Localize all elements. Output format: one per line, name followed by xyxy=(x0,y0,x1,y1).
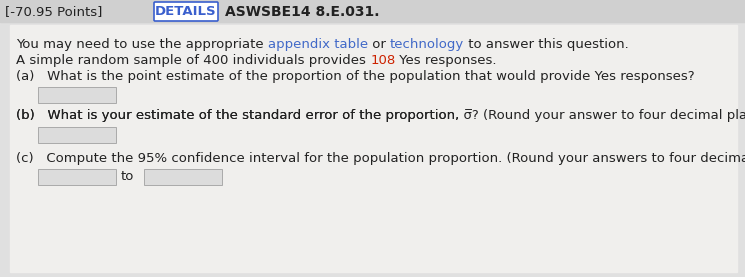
Text: technology: technology xyxy=(390,38,464,51)
Text: to answer this question.: to answer this question. xyxy=(464,38,629,51)
FancyBboxPatch shape xyxy=(154,2,218,21)
FancyBboxPatch shape xyxy=(38,127,116,143)
FancyBboxPatch shape xyxy=(38,87,116,103)
Text: [-70.95 Points]: [-70.95 Points] xyxy=(5,5,102,18)
Text: (c)   Compute the 95% confidence interval for the population proportion. (Round : (c) Compute the 95% confidence interval … xyxy=(16,152,745,165)
Text: appendix table: appendix table xyxy=(268,38,368,51)
Text: to: to xyxy=(121,171,134,183)
Text: or: or xyxy=(368,38,390,51)
Text: A simple random sample of 400 individuals provides: A simple random sample of 400 individual… xyxy=(16,54,370,67)
Bar xyxy=(0,0,745,22)
Text: (b)   What is your estimate of the standard error of the proportion, σ̅? (Round : (b) What is your estimate of the standar… xyxy=(16,109,745,122)
FancyBboxPatch shape xyxy=(38,169,116,185)
FancyBboxPatch shape xyxy=(144,169,222,185)
Bar xyxy=(10,25,737,272)
Text: ASWSBE14 8.E.031.: ASWSBE14 8.E.031. xyxy=(225,4,379,19)
Text: 108: 108 xyxy=(370,54,396,67)
Text: (a)   What is the point estimate of the proportion of the population that would : (a) What is the point estimate of the pr… xyxy=(16,70,694,83)
Text: Yes responses.: Yes responses. xyxy=(396,54,497,67)
Text: (b)   What is your estimate of the standard error of the proportion,: (b) What is your estimate of the standar… xyxy=(16,109,463,122)
Text: DETAILS: DETAILS xyxy=(155,5,217,18)
Text: You may need to use the appropriate: You may need to use the appropriate xyxy=(16,38,268,51)
